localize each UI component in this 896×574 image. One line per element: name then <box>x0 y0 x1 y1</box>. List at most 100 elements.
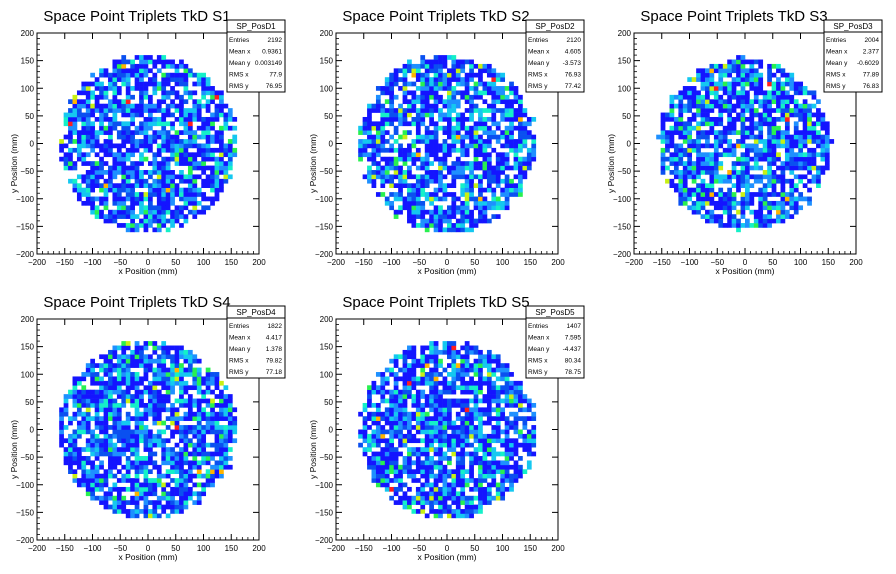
heatmap-bin <box>384 174 390 180</box>
heatmap-bin <box>179 139 184 144</box>
heatmap-bin <box>134 125 140 131</box>
heatmap-bin <box>482 125 488 131</box>
heatmap-bin <box>125 416 131 421</box>
heatmap-bin <box>121 223 127 228</box>
heatmap-bin <box>143 108 149 113</box>
heatmap-bin <box>143 218 149 224</box>
heatmap-bin <box>165 59 171 65</box>
heatmap-bin <box>696 77 701 82</box>
heatmap-bin <box>134 429 140 435</box>
heatmap-bin <box>152 341 158 346</box>
heatmap-bin <box>156 205 162 211</box>
heatmap-bin <box>94 495 100 501</box>
heatmap-bin <box>196 112 202 118</box>
heatmap-bin <box>767 165 772 171</box>
heatmap-bin <box>380 464 386 470</box>
heatmap-bin <box>214 376 220 382</box>
heatmap-bin <box>749 103 755 109</box>
heatmap-bin <box>749 147 755 153</box>
heatmap-bin <box>740 183 746 188</box>
heatmap-bin <box>232 416 238 421</box>
heatmap-bin <box>776 81 781 87</box>
heatmap-bin <box>784 200 790 206</box>
heatmap-bin <box>495 125 501 131</box>
heatmap-bin <box>442 420 448 426</box>
heatmap-bin <box>130 192 135 197</box>
heatmap-bin <box>94 205 100 211</box>
heatmap-bin <box>442 174 448 180</box>
x-tick-label: −150 <box>653 258 672 267</box>
heatmap-bin <box>183 125 189 131</box>
heatmap-bin <box>807 170 812 175</box>
heatmap-bin <box>451 90 457 96</box>
heatmap-bin <box>214 134 220 140</box>
heatmap-bin <box>210 116 215 122</box>
heatmap-bin <box>161 509 167 514</box>
heatmap-bin <box>139 152 144 158</box>
heatmap-bin <box>90 473 96 479</box>
heatmap-bin <box>68 433 73 439</box>
heatmap-bin <box>495 170 501 175</box>
heatmap-bin <box>99 402 104 408</box>
heatmap-bin <box>789 99 795 105</box>
heatmap-bin <box>227 398 233 404</box>
heatmap-bin <box>362 139 368 144</box>
heatmap-bin <box>705 94 710 100</box>
heatmap-bin <box>420 77 426 82</box>
heatmap-bin <box>134 363 140 368</box>
heatmap-bin <box>380 116 386 122</box>
heatmap-bin <box>518 139 523 144</box>
heatmap-bin <box>152 77 158 82</box>
heatmap-bin <box>780 178 786 184</box>
heatmap-bin <box>780 187 786 193</box>
heatmap-bin <box>811 161 817 166</box>
heatmap-bin <box>473 147 479 153</box>
heatmap-bin <box>713 103 719 109</box>
heatmap-bin <box>433 447 439 452</box>
heatmap-bin <box>116 223 122 228</box>
heatmap-bin <box>407 486 412 492</box>
heatmap-bin <box>223 385 229 391</box>
heatmap-bin <box>731 161 737 166</box>
heatmap-bin <box>148 380 153 386</box>
heatmap-bin <box>187 491 193 497</box>
heatmap-bin <box>165 161 171 166</box>
heatmap-bin <box>691 103 697 109</box>
heatmap-bin <box>99 438 104 444</box>
heatmap-bin <box>103 482 109 488</box>
heatmap-bin <box>214 442 220 448</box>
heatmap-bin <box>121 200 127 206</box>
heatmap-bin <box>722 108 728 113</box>
heatmap-bin <box>94 196 100 202</box>
heatmap-bin <box>420 451 426 457</box>
heatmap-bin <box>705 139 710 144</box>
heatmap-bin <box>125 187 131 193</box>
heatmap-bin <box>227 402 233 408</box>
heatmap-bin <box>473 108 479 113</box>
heatmap-bin <box>130 196 135 202</box>
heatmap-bin <box>402 380 408 386</box>
heatmap-bin <box>205 442 211 448</box>
heatmap-bin <box>402 134 408 140</box>
heatmap-bin <box>389 367 395 373</box>
heatmap-bin <box>433 125 439 131</box>
heatmap-bin <box>420 200 426 206</box>
heatmap-bin <box>691 139 697 144</box>
y-tick-label: −150 <box>16 508 35 517</box>
heatmap-bin <box>731 200 737 206</box>
heatmap-bin <box>380 121 386 127</box>
heatmap-bin <box>148 55 153 60</box>
heatmap-bin <box>451 68 457 74</box>
heatmap-bin <box>504 165 510 171</box>
heatmap-bin <box>736 90 741 96</box>
heatmap-bin <box>156 108 162 113</box>
heatmap-bin <box>375 433 381 439</box>
heatmap-bin <box>753 81 759 87</box>
heatmap-bin <box>90 161 96 166</box>
heatmap-bin <box>429 504 434 510</box>
heatmap-bin <box>94 442 100 448</box>
heatmap-bin <box>429 63 434 69</box>
heatmap-bin <box>156 165 162 171</box>
heatmap-bin <box>143 55 149 60</box>
heatmap-bin <box>192 416 198 421</box>
